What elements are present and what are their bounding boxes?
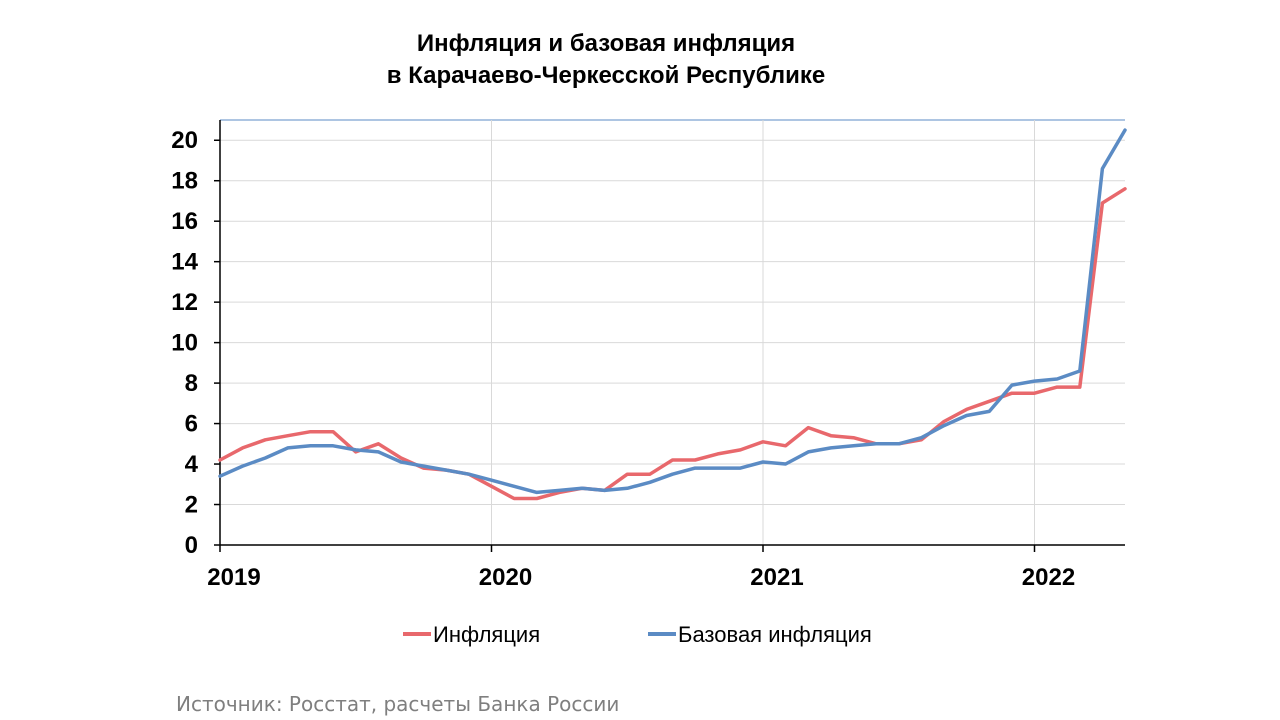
legend-label: Базовая инфляция (678, 622, 872, 647)
chart-title-line2: в Карачаево-Черкесской Республике (386, 62, 826, 89)
y-tick-label: 14 (171, 249, 198, 276)
x-tick-label: 2022 (1022, 564, 1075, 591)
y-tick-label: 10 (171, 330, 198, 357)
chart-title-line1: Инфляция и базовая инфляция (416, 30, 796, 57)
x-tick-label: 2019 (207, 564, 260, 591)
source-note: Источник: Росстат, расчеты Банка России (176, 692, 620, 716)
y-tick-label: 12 (171, 289, 198, 316)
y-tick-label: 6 (185, 411, 198, 438)
x-tick-label: 2020 (479, 564, 532, 591)
y-tick-label: 0 (185, 532, 198, 559)
y-tick-label: 16 (171, 208, 198, 235)
y-tick-label: 2 (185, 492, 198, 519)
series-line-inflation (218, 187, 1127, 501)
x-tick-label: 2021 (750, 564, 803, 591)
y-tick-label: 20 (171, 127, 198, 154)
legend-label: Инфляция (433, 622, 540, 647)
y-tick-label: 4 (185, 451, 199, 478)
series-line-core-inflation (218, 128, 1127, 495)
y-tick-label: 18 (171, 168, 198, 195)
y-tick-label: 8 (185, 370, 198, 397)
